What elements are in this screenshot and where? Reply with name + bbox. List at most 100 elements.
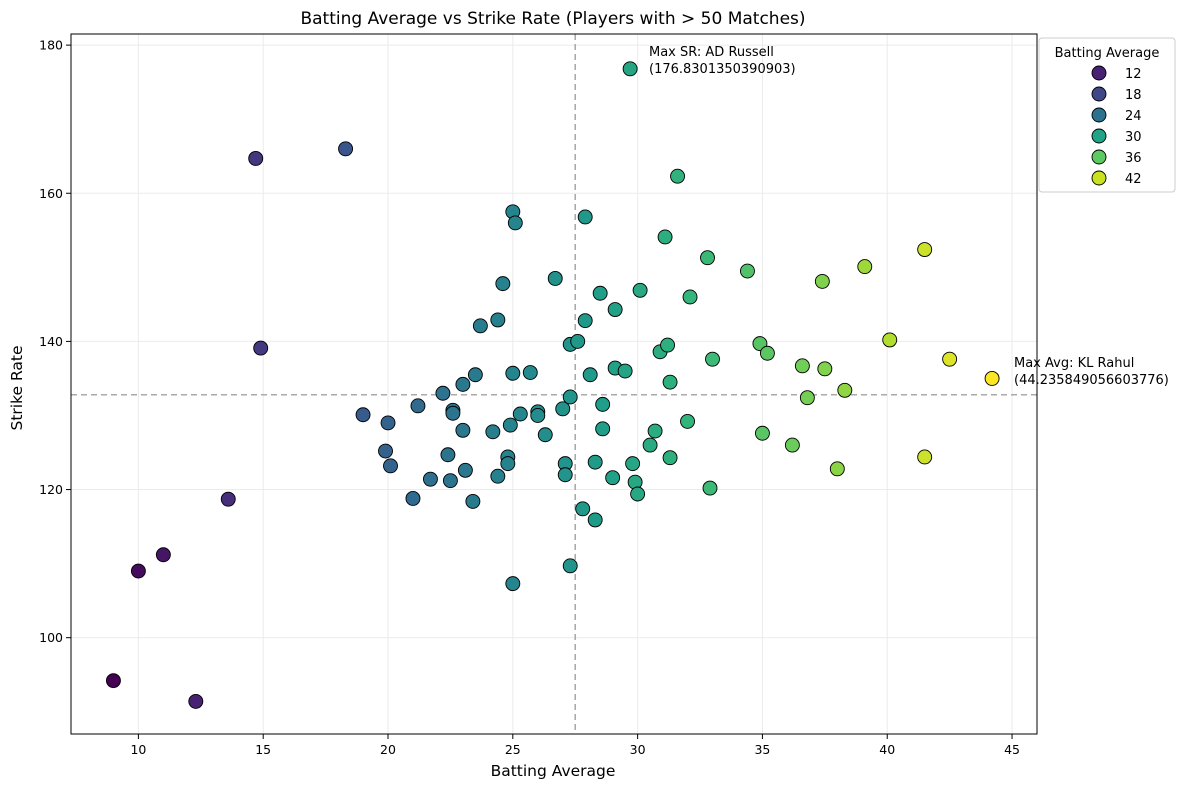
x-tick-label: 25 <box>505 742 521 757</box>
scatter-point <box>155 547 171 563</box>
scatter-point <box>660 337 676 353</box>
y-tick-label: 100 <box>39 630 63 645</box>
scatter-point <box>592 285 608 301</box>
scatter-point <box>435 385 451 401</box>
legend-label: 18 <box>1125 88 1142 103</box>
scatter-point <box>557 467 573 483</box>
scatter-point <box>575 501 591 517</box>
scatter-point <box>799 390 815 406</box>
scatter-point <box>490 468 506 484</box>
scatter-point <box>495 276 511 292</box>
scatter-point <box>662 450 678 466</box>
scatter-point <box>562 389 578 405</box>
scatter-point <box>105 673 121 689</box>
scatter-point <box>522 365 538 380</box>
scatter-point <box>378 443 393 459</box>
scatter-point <box>130 563 146 579</box>
y-tick-label: 140 <box>39 334 63 349</box>
scatter-point <box>505 576 521 592</box>
scatter-point <box>817 361 833 377</box>
scatter-point <box>505 365 521 381</box>
legend-marker <box>1091 86 1107 102</box>
scatter-point <box>680 413 695 429</box>
axis-ticks: 10 15 20 25 30 35 40 45 100 120 140 160 180 <box>39 38 1020 757</box>
scatter-point <box>405 490 421 506</box>
scatter-point <box>595 421 611 437</box>
legend-label: 42 <box>1125 172 1142 187</box>
y-axis-label: Strike Rate <box>8 345 26 430</box>
scatter-point <box>455 422 471 438</box>
legend-marker <box>1091 170 1107 186</box>
scatter-point <box>705 351 720 367</box>
x-tick-label: 15 <box>255 742 271 757</box>
scatter-point <box>490 312 506 328</box>
scatter-point <box>625 456 641 472</box>
annotation-max-average: Max Avg: KL Rahul (44.235849056603776) <box>1014 356 1169 388</box>
scatter-point <box>577 209 593 225</box>
scatter-point <box>582 367 598 383</box>
scatter-point <box>657 229 673 245</box>
legend-marker <box>1091 128 1107 144</box>
scatter-point <box>700 250 715 266</box>
legend-label: 24 <box>1125 109 1142 124</box>
y-tick-label: 160 <box>39 186 63 201</box>
legend-label: 12 <box>1125 67 1142 82</box>
x-tick-label: 20 <box>380 742 396 757</box>
scatter-point <box>220 491 236 507</box>
x-axis-label: Batting Average <box>491 762 616 780</box>
x-tick-label: 45 <box>1004 742 1020 757</box>
scatter-point <box>188 693 204 709</box>
scatter-point <box>917 242 933 258</box>
scatter-point <box>595 396 611 412</box>
chart-title: Batting Average vs Strike Rate (Players … <box>300 9 805 29</box>
scatter-point <box>442 473 458 489</box>
scatter-point <box>829 461 845 477</box>
scatter-point <box>682 289 698 305</box>
scatter-point <box>630 486 646 502</box>
legend-box <box>1038 37 1176 193</box>
legend: Batting Average 12 18 24 30 36 42 <box>1038 37 1176 193</box>
scatter-point <box>253 340 269 356</box>
scatter-point <box>670 168 686 184</box>
scatter-point <box>507 215 523 231</box>
grid <box>71 34 1037 734</box>
y-tick-label: 180 <box>39 38 63 53</box>
scatter-point <box>754 425 770 441</box>
x-tick-label: 30 <box>630 742 646 757</box>
scatter-point <box>632 282 648 298</box>
scatter-point <box>500 456 516 472</box>
scatter-point <box>457 462 473 478</box>
annotation-max-strike-rate: Max SR: AD Russell (176.8301350390903) <box>649 45 796 77</box>
scatter-point <box>485 424 501 440</box>
scatter-point <box>857 259 873 275</box>
scatter-point <box>455 376 471 392</box>
scatter-point <box>837 382 853 398</box>
data-points <box>105 61 1000 709</box>
scatter-point <box>605 470 621 486</box>
scatter-point <box>759 345 775 361</box>
scatter-point <box>587 454 603 470</box>
scatter-point <box>530 408 546 423</box>
legend-label: 36 <box>1125 151 1142 166</box>
scatter-point <box>647 423 663 439</box>
scatter-point <box>942 351 958 367</box>
scatter-point <box>917 449 933 465</box>
scatter-point <box>562 558 578 574</box>
scatter-point <box>537 427 553 443</box>
reference-lines <box>71 34 1037 734</box>
scatter-point <box>547 270 563 286</box>
scatter-point <box>380 415 396 431</box>
scatter-point <box>739 263 755 279</box>
scatter-point <box>502 417 518 433</box>
scatter-point <box>465 493 481 509</box>
legend-label: 30 <box>1125 130 1142 145</box>
scatter-point <box>622 61 638 77</box>
scatter-point <box>577 313 593 329</box>
scatter-point <box>383 458 398 474</box>
x-tick-label: 35 <box>754 742 770 757</box>
scatter-point <box>607 302 623 318</box>
scatter-point <box>467 367 483 383</box>
scatter-point <box>662 374 678 390</box>
